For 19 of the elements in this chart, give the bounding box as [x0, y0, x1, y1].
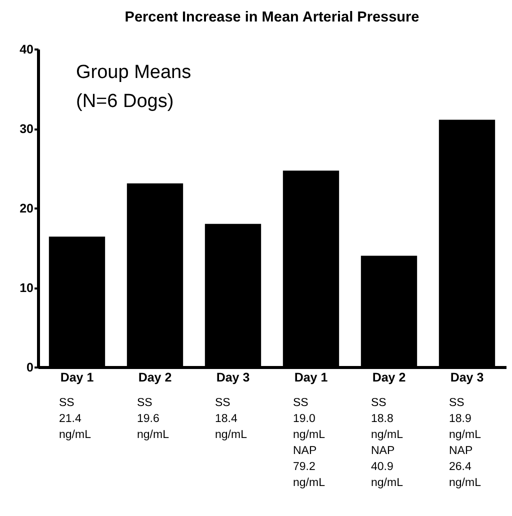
x-tick-label: Day 2 — [372, 370, 406, 384]
y-tick-label: 40 — [20, 42, 34, 56]
text: SS 21.4 ng/mL — [59, 397, 92, 441]
x-tick-label: Day 2 — [138, 370, 172, 384]
annotation: Group Means (N=6 Dogs) — [76, 62, 192, 112]
x-tick-label: Day 1 — [294, 370, 328, 384]
y-tick-label: 20 — [20, 202, 34, 216]
y-tick-label: 0 — [26, 360, 34, 374]
text: SS 18.4 ng/mL — [215, 397, 248, 441]
y-tick-label: 30 — [20, 122, 34, 136]
x-tick-label: Day 3 — [216, 370, 250, 384]
chart-title: Percent Increase in Mean Arterial Pressure — [124, 10, 420, 26]
text: SS 18.8 ng/mL NAP 40.9 ng/mL — [371, 397, 404, 489]
y-tick-label: 10 — [20, 281, 34, 295]
x-tick-label: Day 1 — [60, 370, 94, 384]
text: SS 19.6 ng/mL — [137, 397, 170, 441]
text: SS 18.9 ng/mL NAP 26.4 ng/mL — [449, 397, 482, 489]
x-tick-label: Day 3 — [450, 370, 484, 384]
text: SS 19.0 ng/mL NAP 79.2 ng/mL — [293, 397, 326, 489]
